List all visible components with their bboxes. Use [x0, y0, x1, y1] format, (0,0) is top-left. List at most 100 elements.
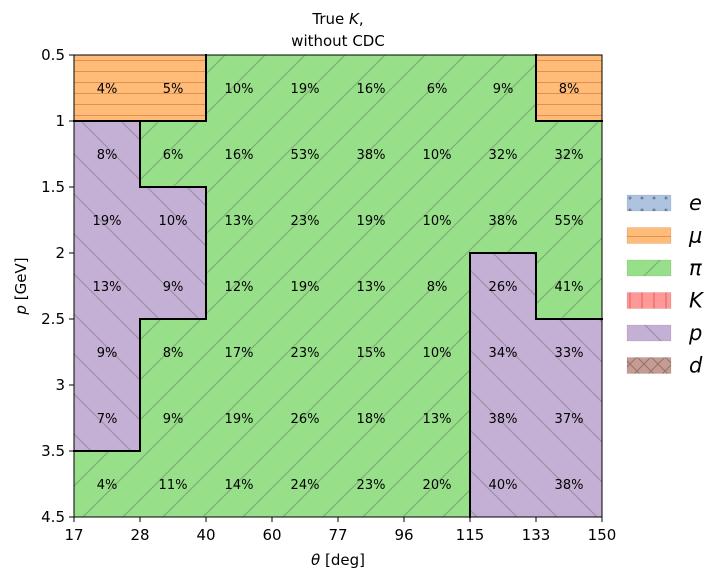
legend-swatch-mu [626, 227, 672, 244]
cell-value-r2-c4: 19% [357, 214, 386, 229]
cell-value-r5-c6: 38% [489, 412, 518, 427]
heatmap-cell-r0-c1 [140, 55, 207, 122]
heatmap-cell-r4-c1 [140, 319, 207, 386]
heatmap-cell-r4-c6 [470, 319, 537, 386]
heatmap-cell-r2-c7 [536, 187, 603, 254]
cell-value-r4-c7: 33% [555, 346, 584, 361]
cell-value-r6-c2: 14% [225, 478, 254, 493]
heatmap-cell-r3-c0 [74, 253, 141, 320]
heatmap-cell-r5-c2 [206, 385, 273, 452]
y-tick-label: 2.5 [41, 310, 65, 328]
heatmap-cell-r1-c4 [338, 121, 405, 188]
heatmap-cell-r6-c3 [272, 451, 339, 518]
heatmap-cell-r1-c0 [74, 121, 141, 188]
heatmap-cell-r6-c5 [404, 451, 471, 518]
cell-value-r3-c1: 9% [163, 280, 184, 295]
x-tick-label: 150 [588, 526, 617, 544]
cell-value-r2-c0: 19% [93, 214, 122, 229]
y-tick-label: 3.5 [41, 442, 65, 460]
y-tick-label: 1.5 [41, 178, 65, 196]
heatmap-cell-r2-c1 [140, 187, 207, 254]
cell-value-r2-c3: 23% [291, 214, 320, 229]
y-tick-label: 4.5 [41, 508, 65, 526]
cell-value-r3-c6: 26% [489, 280, 518, 295]
x-tick-label: 28 [130, 526, 149, 544]
cell-value-r3-c4: 13% [357, 280, 386, 295]
cell-value-r2-c5: 10% [423, 214, 452, 229]
heatmap-cell-r5-c0 [74, 385, 141, 452]
cell-value-r6-c5: 20% [423, 478, 452, 493]
heatmap-cell-r6-c0 [74, 451, 141, 518]
heatmap-cell-r2-c2 [206, 187, 273, 254]
cell-value-r4-c2: 17% [225, 346, 254, 361]
cell-value-r0-c2: 10% [225, 82, 254, 97]
x-tick-label: 77 [328, 526, 347, 544]
legend-item-pi: π [626, 256, 702, 280]
cell-value-r2-c7: 55% [555, 214, 584, 229]
cell-value-r4-c4: 15% [357, 346, 386, 361]
heatmap-cell-r1-c7 [536, 121, 603, 188]
x-tick-label: 60 [262, 526, 281, 544]
cell-value-r6-c4: 23% [357, 478, 386, 493]
cell-value-r0-c6: 9% [493, 82, 514, 97]
x-tick-label: 133 [522, 526, 551, 544]
heatmap-cell-r0-c4 [338, 55, 405, 122]
cell-value-r3-c2: 12% [225, 280, 254, 295]
cell-value-r5-c7: 37% [555, 412, 584, 427]
heatmap-cell-r1-c3 [272, 121, 339, 188]
cell-value-r6-c3: 24% [291, 478, 320, 493]
cell-value-r6-c7: 38% [555, 478, 584, 493]
heatmap-cell-r5-c5 [404, 385, 471, 452]
cell-value-r1-c6: 32% [489, 148, 518, 163]
x-tick-label: 40 [196, 526, 215, 544]
heatmap-cell-r1-c2 [206, 121, 273, 188]
legend-swatch-d [626, 357, 672, 374]
cell-value-r5-c4: 18% [357, 412, 386, 427]
cell-value-r2-c2: 13% [225, 214, 254, 229]
cell-value-r6-c0: 4% [97, 478, 118, 493]
heatmap-cell-r4-c0 [74, 319, 141, 386]
cells-layer [74, 55, 603, 518]
heatmap-cell-r4-c4 [338, 319, 405, 386]
heatmap-cell-r3-c6 [470, 253, 537, 320]
heatmap-cell-r3-c2 [206, 253, 273, 320]
heatmap-cell-r3-c1 [140, 253, 207, 320]
x-tick-label: 96 [394, 526, 413, 544]
heatmap-cell-r3-c4 [338, 253, 405, 320]
cell-value-r1-c0: 8% [97, 148, 118, 163]
cell-value-r3-c5: 8% [427, 280, 448, 295]
y-tick-label: 2 [55, 244, 65, 262]
cell-value-r0-c4: 16% [357, 82, 386, 97]
heatmap-cell-r1-c1 [140, 121, 207, 188]
heatmap-cell-r2-c3 [272, 187, 339, 254]
cell-value-r3-c7: 41% [555, 280, 584, 295]
heatmap-cell-r2-c6 [470, 187, 537, 254]
heatmap-cell-r3-c3 [272, 253, 339, 320]
heatmap-cell-r6-c4 [338, 451, 405, 518]
heatmap-cell-r2-c4 [338, 187, 405, 254]
cell-value-r3-c3: 19% [291, 280, 320, 295]
legend-label-pi: π [689, 256, 702, 280]
heatmap-cell-r0-c3 [272, 55, 339, 122]
cell-labels: 4% 5% 10% 19% 16% 6% 9% 8% 8% 6% 16% 53% 38% 10% 32% 32… [93, 82, 584, 493]
legend-item-e: e [626, 191, 702, 215]
x-tick-label: 115 [456, 526, 485, 544]
legend-label-d: d [689, 354, 703, 378]
cell-value-r1-c3: 53% [291, 148, 320, 163]
y-tick-label: 3 [55, 376, 65, 394]
heatmap-cell-r0-c6 [470, 55, 537, 122]
heatmap-cell-r2-c0 [74, 187, 141, 254]
cell-value-r1-c7: 32% [555, 148, 584, 163]
heatmap-cell-r6-c2 [206, 451, 273, 518]
heatmap-cell-r3-c5 [404, 253, 471, 320]
cell-value-r0-c0: 4% [97, 82, 118, 97]
cell-value-r5-c0: 7% [97, 412, 118, 427]
legend-item-mu: μ [626, 224, 702, 248]
heatmap-cell-r4-c5 [404, 319, 471, 386]
y-axis-title: p [GeV] [12, 257, 30, 315]
legend-swatch-K [626, 292, 672, 309]
legend-label-mu: μ [688, 224, 702, 248]
